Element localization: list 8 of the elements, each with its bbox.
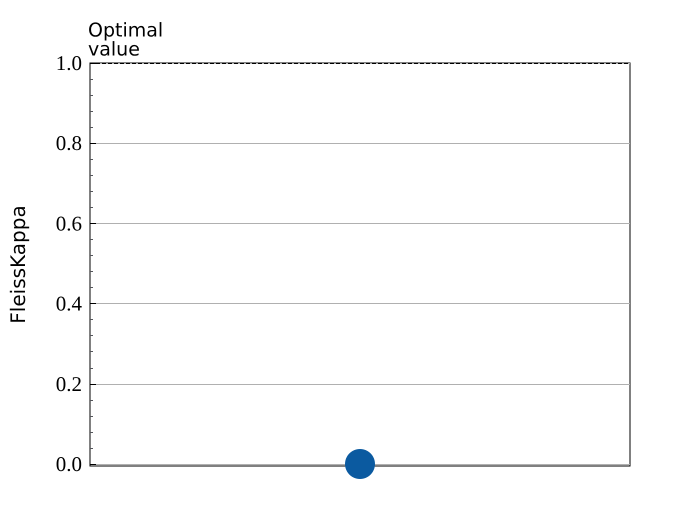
y-axis-title: FleissKappa <box>6 205 30 324</box>
ref-line-label: Optimal value <box>88 20 170 60</box>
y-tick-label: 0.0 <box>56 452 82 476</box>
y-tick-label: 0.8 <box>56 131 82 156</box>
y-tick-label: 0.2 <box>56 372 82 396</box>
y-tick-label: 0.6 <box>56 211 82 236</box>
y-tick-label: 0.4 <box>56 292 82 316</box>
y-tick-label: 1.0 <box>56 51 82 75</box>
